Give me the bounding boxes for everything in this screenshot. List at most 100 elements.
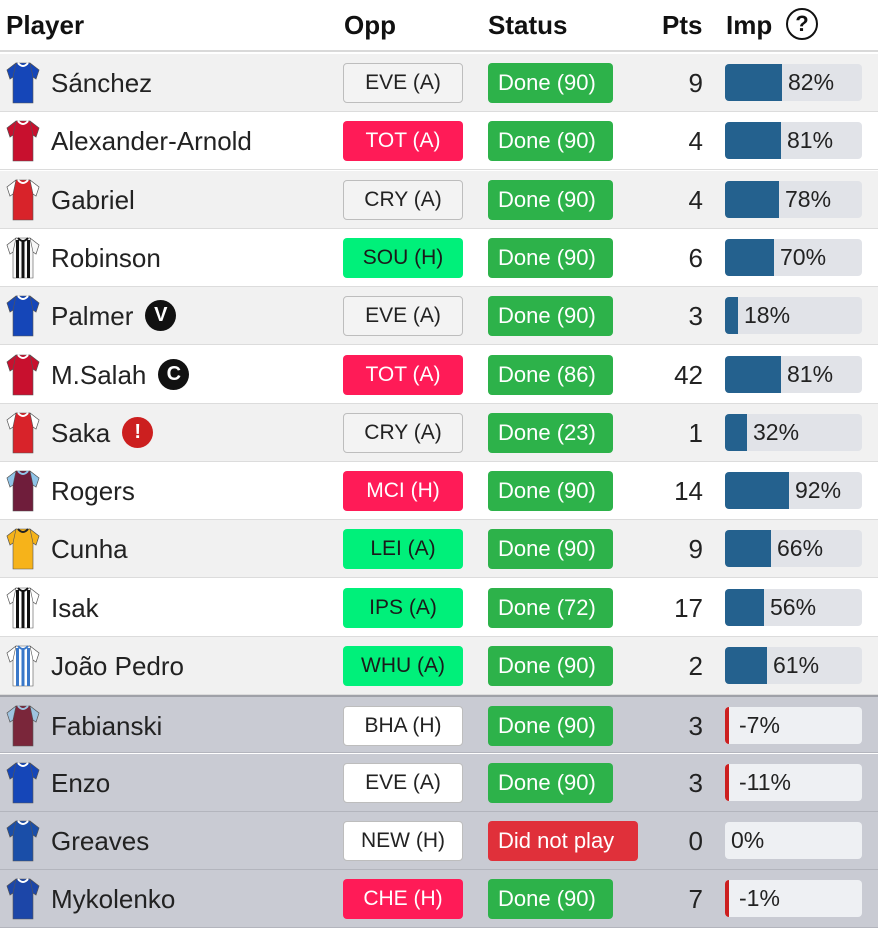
- impact-value: 70%: [780, 243, 827, 270]
- points-value: 3: [688, 711, 703, 742]
- table-row[interactable]: Isak IPS (A) Done (72) 17 56%: [0, 578, 878, 637]
- status-badge: Done (90): [488, 706, 613, 747]
- player-name[interactable]: Greaves: [51, 825, 150, 856]
- opponent-fixture: TOT (A): [343, 354, 463, 395]
- impact-value: 18%: [744, 302, 791, 329]
- player-name[interactable]: Fabianski: [51, 711, 163, 742]
- help-icon[interactable]: ?: [786, 8, 818, 40]
- opponent-fixture: CHE (H): [343, 879, 463, 920]
- impact-bar: 66%: [725, 530, 862, 568]
- shirt-icon: [6, 120, 40, 162]
- impact-bar: -7%: [725, 707, 862, 745]
- shirt-icon: [6, 705, 40, 747]
- points-value: 4: [688, 184, 703, 215]
- impact-value: 66%: [777, 535, 824, 562]
- opponent-fixture: EVE (A): [343, 762, 463, 803]
- table-row[interactable]: Mykolenko CHE (H) Done (90) 7 -1%: [0, 870, 878, 928]
- player-name[interactable]: Enzo: [51, 767, 111, 798]
- status-badge: Done (90): [488, 646, 613, 686]
- player-name[interactable]: João Pedro: [51, 651, 184, 681]
- points-value: 1: [688, 417, 703, 448]
- table-row[interactable]: Rogers MCI (H) Done (90) 14 92%: [0, 462, 878, 521]
- impact-bar: 18%: [725, 297, 862, 335]
- status-badge: Done (90): [488, 63, 613, 103]
- player-name[interactable]: Rogers: [51, 476, 135, 507]
- header-imp[interactable]: Imp: [726, 10, 773, 40]
- status-badge: Done (23): [488, 412, 613, 453]
- impact-value: -11%: [739, 768, 791, 795]
- opponent-fixture: WHU (A): [343, 646, 463, 686]
- player-name[interactable]: Alexander-Arnold: [51, 126, 252, 157]
- table-row[interactable]: João Pedro WHU (A) Done (90) 2 61%: [0, 637, 878, 695]
- table-row[interactable]: Fabianski BHA (H) Done (90) 3 -7%: [0, 695, 878, 754]
- opponent-fixture: CRY (A): [343, 179, 463, 220]
- shirt-icon: [6, 237, 40, 279]
- status-badge: Done (90): [488, 179, 613, 220]
- status-badge: Done (90): [488, 879, 613, 920]
- table-row[interactable]: M.Salah C TOT (A) Done (86) 42 81%: [0, 345, 878, 404]
- impact-bar: 92%: [725, 472, 862, 510]
- status-badge: Done (90): [488, 296, 613, 337]
- points-value: 9: [688, 534, 703, 565]
- player-name[interactable]: Saka: [51, 417, 111, 448]
- table-row[interactable]: Cunha LEI (A) Done (90) 9 66%: [0, 520, 878, 579]
- shirt-icon: [6, 761, 40, 803]
- impact-bar: 81%: [725, 355, 862, 393]
- points-value: 3: [688, 301, 703, 332]
- points-value: 6: [688, 242, 703, 273]
- table-header: Player Opp Status Pts Imp ?: [0, 0, 878, 52]
- header-opp[interactable]: Opp: [344, 10, 396, 40]
- player-name[interactable]: Cunha: [51, 534, 128, 565]
- player-name[interactable]: Isak: [51, 592, 99, 623]
- table-row[interactable]: Greaves NEW (H) Did not play 0 0%: [0, 811, 878, 870]
- table-row[interactable]: Enzo EVE (A) Done (90) 3 -11%: [0, 753, 878, 812]
- table-row[interactable]: Robinson SOU (H) Done (90) 6 70%: [0, 228, 878, 287]
- shirt-icon: [6, 62, 40, 104]
- impact-bar-fill: [725, 530, 771, 568]
- points-value: 9: [688, 68, 703, 98]
- impact-value: 56%: [770, 593, 817, 620]
- opponent-fixture: NEW (H): [343, 820, 463, 861]
- points-value: 3: [688, 767, 703, 798]
- shirt-icon: [6, 878, 40, 920]
- table-row[interactable]: Gabriel CRY (A) Done (90) 4 78%: [0, 170, 878, 229]
- player-name[interactable]: Mykolenko: [51, 884, 176, 915]
- header-player[interactable]: Player: [6, 10, 85, 40]
- impact-value: 78%: [785, 185, 832, 212]
- points-value: 7: [688, 884, 703, 915]
- status-badge: Done (72): [488, 587, 613, 628]
- impact-value: -1%: [739, 885, 780, 912]
- impact-bar: 0%: [725, 821, 862, 859]
- opponent-fixture: TOT (A): [343, 121, 463, 162]
- player-name[interactable]: Sánchez: [51, 68, 153, 98]
- impact-bar: 82%: [725, 64, 862, 101]
- impact-bar-fill: [725, 707, 729, 745]
- impact-bar: 32%: [725, 413, 862, 451]
- vice-captain-badge: V: [145, 300, 177, 332]
- points-value: 4: [688, 126, 703, 157]
- table-row[interactable]: Sánchez EVE (A) Done (90) 9 82%: [0, 54, 878, 112]
- player-name[interactable]: M.Salah: [51, 359, 147, 390]
- shirt-icon: [6, 412, 40, 454]
- shirt-icon: [6, 586, 40, 628]
- impact-bar-fill: [725, 647, 767, 684]
- opponent-fixture: BHA (H): [343, 706, 463, 747]
- opponent-fixture: LEI (A): [343, 529, 463, 570]
- header-status[interactable]: Status: [488, 10, 568, 40]
- player-name[interactable]: Gabriel: [51, 184, 135, 215]
- shirt-icon: [6, 820, 40, 862]
- table-row[interactable]: Alexander-Arnold TOT (A) Done (90) 4 81%: [0, 112, 878, 171]
- impact-value: 82%: [788, 69, 835, 95]
- table-row[interactable]: Saka! CRY (A) Done (23) 1 32%: [0, 403, 878, 462]
- points-value: 0: [688, 825, 703, 856]
- player-name[interactable]: Palmer: [51, 301, 134, 332]
- header-pts[interactable]: Pts: [662, 10, 703, 40]
- opponent-fixture: MCI (H): [343, 471, 463, 512]
- player-name[interactable]: Robinson: [51, 242, 161, 273]
- status-badge: Done (90): [488, 529, 613, 570]
- table-row[interactable]: Palmer V EVE (A) Done (90) 3 18%: [0, 287, 878, 346]
- impact-bar-fill: [725, 588, 764, 626]
- opponent-fixture: SOU (H): [343, 237, 463, 278]
- impact-bar: 78%: [725, 180, 862, 218]
